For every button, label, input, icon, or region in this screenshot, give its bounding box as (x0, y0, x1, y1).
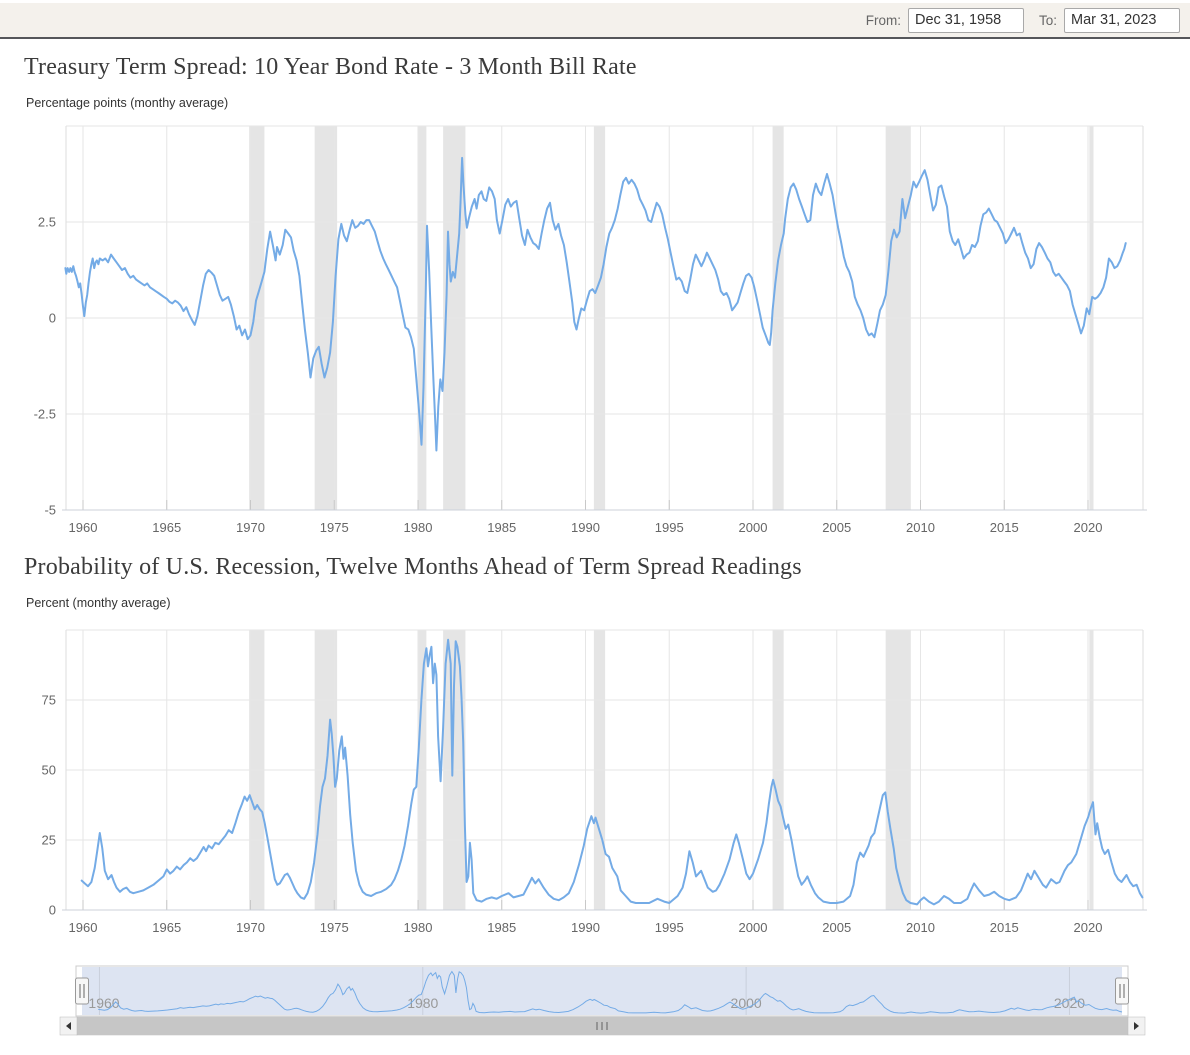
y-axis-label: 75 (42, 693, 56, 708)
navigator-year-label: 1960 (88, 995, 119, 1011)
x-axis-label: 1960 (69, 920, 98, 935)
from-label: From: (865, 12, 901, 28)
from-date-input[interactable] (907, 7, 1024, 33)
x-axis-label: 2020 (1074, 920, 1103, 935)
y-axis-label: 0 (49, 311, 56, 326)
y-axis-label: 25 (42, 833, 56, 848)
x-axis-label: 1970 (236, 520, 265, 535)
x-axis-label: 1975 (320, 920, 349, 935)
term_spread-series-line (64, 156, 1127, 452)
x-axis-label: 1965 (152, 920, 181, 935)
x-axis-label: 1975 (320, 520, 349, 535)
to-date-input[interactable] (1064, 7, 1180, 33)
y-axis-label: -2.5 (34, 407, 56, 422)
x-axis-label: 2010 (906, 920, 935, 935)
x-axis-label: 2005 (822, 520, 851, 535)
right-arrow-icon (1134, 1022, 1139, 1030)
x-axis-label: 1970 (236, 920, 265, 935)
scrollbar-left-button[interactable] (59, 1016, 78, 1036)
x-axis-label: 2020 (1074, 520, 1103, 535)
x-axis-label: 1960 (69, 520, 98, 535)
left-arrow-icon (66, 1022, 71, 1030)
x-axis-label: 1980 (404, 520, 433, 535)
navigator-left-handle-box[interactable] (75, 977, 89, 1005)
x-axis-label: 1995 (655, 920, 684, 935)
navigator-series-line (98, 970, 1123, 1014)
term-spread-title: Treasury Term Spread: 10 Year Bond Rate … (24, 54, 637, 80)
navigator-selected-mask[interactable] (82, 967, 1122, 1015)
scrollbar-right-button[interactable] (1127, 1016, 1146, 1036)
x-axis-label: 2000 (739, 920, 768, 935)
recession-probability-title: Probability of U.S. Recession, Twelve Mo… (24, 554, 802, 580)
navigator-outline (75, 965, 1129, 1017)
y-axis-label: 2.5 (38, 215, 56, 230)
recession_probability-series-line (80, 638, 1144, 906)
navigator-year-label: 1980 (407, 995, 438, 1011)
navigator-right-handle[interactable] (1115, 977, 1129, 1005)
range-navigator[interactable]: 1960 1980 2000 2020 (0, 958, 1190, 1048)
navigator-right-handle-box[interactable] (1115, 977, 1129, 1005)
x-axis-label: 2010 (906, 520, 935, 535)
recession-probability-subtitle: Percent (monthy average) (26, 596, 171, 610)
x-axis-label: 1965 (152, 520, 181, 535)
y-gridlines (66, 629, 1143, 911)
y-axis-label: 0 (49, 903, 56, 918)
navigator-year-label: 2020 (1054, 995, 1085, 1011)
x-axis-label: 1990 (571, 920, 600, 935)
x-axis-label: 2015 (990, 520, 1019, 535)
navigator-left-handle[interactable] (75, 977, 89, 1005)
y-axis-label: 50 (42, 763, 56, 778)
x-axis-label: 1980 (404, 920, 433, 935)
x-axis-label: 2000 (739, 520, 768, 535)
to-label: To: (1038, 12, 1057, 28)
x-axis-label: 2005 (822, 920, 851, 935)
x-axis-label: 1985 (487, 520, 516, 535)
x-axis-label: 1985 (487, 920, 516, 935)
recession-probability-chart[interactable]: 75 50 25 0 1960 1965 1970 1975 1980 1985 1990 1995 2… (0, 600, 1190, 948)
x-axis-label: 1995 (655, 520, 684, 535)
date-range-toolbar: From: To: (0, 3, 1190, 39)
y-axis-label: -5 (44, 503, 56, 518)
x-axis-label: 2015 (990, 920, 1019, 935)
term-spread-chart[interactable]: 2.5 0 -2.5 -5 1960 1965 1970 1975 1980 1985 1990 19… (0, 120, 1190, 540)
x-axis-label: 1990 (571, 520, 600, 535)
term-spread-subtitle: Percentage points (monthy average) (26, 96, 229, 110)
